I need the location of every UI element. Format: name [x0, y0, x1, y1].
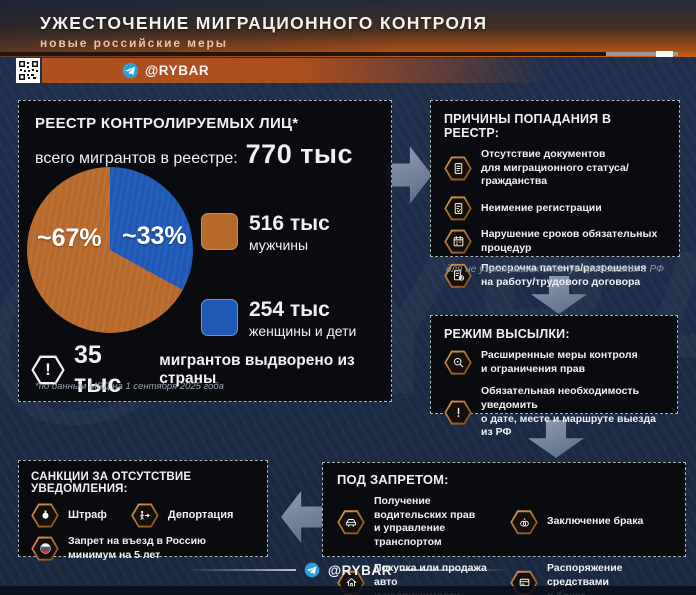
registry-total-value: 770 тыс: [245, 139, 354, 169]
banned-panel: ПОД ЗАПРЕТОМ: Получение водительских пра…: [322, 462, 686, 595]
expulsion-item: Обязательная необходимость уведомить о д…: [444, 385, 664, 440]
registration-document-icon: [444, 196, 472, 221]
sanction-text: Запрет на въезд в Россию минимум на 5 ле…: [68, 535, 207, 561]
arrow-left-icon: [281, 490, 323, 544]
magnifier-control-icon: [444, 350, 472, 375]
car-icon: [337, 510, 365, 535]
russia-flag-icon: [31, 536, 59, 561]
document-icon: [444, 156, 472, 181]
sanction-text: Штраф: [68, 509, 107, 522]
arrow-right-icon: [386, 146, 432, 204]
expulsion-item: Расширенные меры контроля и ограничения …: [444, 349, 664, 376]
header-underline-segment: [606, 52, 678, 56]
telegram-icon: [304, 562, 320, 578]
banned-title: ПОД ЗАПРЕТОМ:: [337, 472, 449, 487]
expelled-value: 35 тыс: [74, 341, 122, 398]
registry-panel: РЕЕСТР КОНТРОЛИРУЕМЫХ ЛИЦ* всего мигрант…: [18, 100, 392, 402]
page-title: УЖЕСТОЧЕНИЕ МИГРАЦИОННОГО КОНТРОЛЯ: [40, 13, 488, 33]
sanction-item: Запрет на въезд в Россию минимум на 5 ле…: [31, 535, 255, 562]
footnote: *по данным МВД на 1 сентября 2025 года: [35, 381, 224, 392]
legend-swatch-men: [201, 213, 238, 250]
header-underline: [0, 51, 678, 57]
banned-item: Заключение брака: [510, 495, 671, 550]
legend-value-men: 516 тыс: [249, 212, 330, 235]
sanction-item: Штраф: [31, 503, 107, 528]
channel-handle: @RYBAR: [145, 63, 210, 78]
qr-code: [16, 58, 40, 83]
qr-code-icon: [17, 60, 39, 81]
legend-value-women: 254 тыс: [249, 298, 330, 321]
expulsion-panel: РЕЖИМ ВЫСЫЛКИ: Расширенные меры контроля…: [430, 315, 678, 438]
deportation-icon: [131, 503, 159, 528]
legend-item-women: 254 тыс женщины и дети: [201, 299, 356, 339]
banned-text: Получение водительских прав и управление…: [374, 495, 476, 548]
header-underline-dash: [656, 51, 673, 57]
reason-item: Просрочка патента/разрешения на работу/т…: [444, 262, 666, 289]
wedding-rings-icon: [510, 510, 538, 535]
page-subtitle: новые российские меры: [40, 36, 228, 50]
pie-label-women: ~33%: [122, 222, 187, 250]
reason-text: Неимение регистрации: [481, 201, 602, 214]
footer-channel-handle: @RYBAR: [327, 562, 393, 578]
reasons-title: ПРИЧИНЫ ПОПАДАНИЯ В РЕЕСТР:: [444, 112, 612, 140]
reason-item: Неимение регистрации: [444, 196, 666, 221]
footer: @RYBAR: [0, 562, 696, 578]
legend-label-women: женщины и дети: [249, 323, 357, 339]
money-bag-icon: [31, 503, 59, 528]
expulsion-text: Обязательная необходимость уведомить о д…: [481, 385, 656, 439]
legend-label-men: мужчины: [249, 237, 309, 253]
sanction-item: Депортация: [131, 503, 233, 528]
calendar-deadline-icon: [444, 229, 472, 254]
reason-item: Отсутствие документов для миграционного …: [444, 148, 666, 189]
reason-item: Нарушение сроков обязательных процедур: [444, 228, 666, 255]
expulsion-title: РЕЖИМ ВЫСЫЛКИ:: [444, 327, 570, 341]
reasons-panel: ПРИЧИНЫ ПОПАДАНИЯ В РЕЕСТР: Отсутствие д…: [430, 100, 680, 288]
legend-swatch-women: [201, 299, 238, 336]
footer-line: [400, 569, 511, 571]
expelled-text: мигрантов выдворено из страны: [159, 352, 355, 387]
expulsion-text: Расширенные меры контроля и ограничения …: [481, 349, 638, 375]
bottom-strip: [0, 586, 696, 595]
exclamation-icon: [444, 400, 472, 425]
legend-item-men: 516 тыс мужчины: [201, 213, 356, 253]
pie-label-men: ~67%: [37, 224, 102, 252]
header: УЖЕСТОЧЕНИЕ МИГРАЦИОННОГО КОНТРОЛЯ новые…: [0, 0, 696, 57]
reasons-note: для не узаконивших статус пребывания в Р…: [446, 264, 664, 275]
expelled-warning: ! 35 тыс мигрантов выдворено из страны: [31, 341, 391, 399]
pie-legend: 516 тыс мужчины 254 тыс женщины и дети: [201, 213, 356, 385]
reason-text: Нарушение сроков обязательных процедур: [481, 227, 658, 254]
reason-text: Просрочка патента/разрешения на работу/т…: [481, 262, 647, 288]
telegram-icon: [122, 62, 139, 79]
banned-item: Получение водительских прав и управление…: [337, 495, 498, 550]
banned-text: Заключение брака: [547, 515, 644, 528]
sanctions-title: САНКЦИИ ЗА ОТСУТСТВИЕ УВЕДОМЛЕНИЯ:: [31, 471, 192, 495]
sanctions-panel: САНКЦИИ ЗА ОТСУТСТВИЕ УВЕДОМЛЕНИЯ: Штраф…: [18, 460, 268, 561]
pie-chart: ~67% ~33%: [27, 167, 193, 333]
registry-total: всего мигрантов в реестре: 770 тыс: [35, 139, 375, 170]
registry-title: РЕЕСТР КОНТРОЛИРУЕМЫХ ЛИЦ*: [35, 115, 299, 132]
footer-line: [185, 569, 296, 571]
channel-bar: @RYBAR: [42, 58, 662, 83]
sanction-text: Депортация: [167, 509, 234, 522]
reason-text: Отсутствие документов для миграционного …: [481, 148, 629, 188]
registry-total-label: всего мигрантов в реестре:: [35, 150, 238, 167]
